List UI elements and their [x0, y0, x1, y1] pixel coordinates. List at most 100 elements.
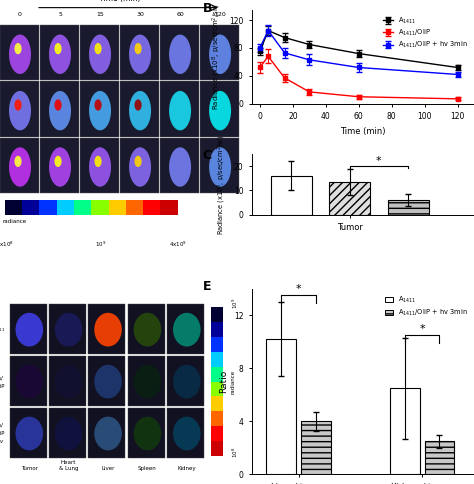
- Bar: [40, 25, 79, 80]
- Ellipse shape: [94, 156, 101, 167]
- Y-axis label: Ratio: Ratio: [219, 370, 228, 393]
- Bar: [160, 200, 178, 215]
- Bar: [390, 388, 419, 474]
- Ellipse shape: [173, 417, 201, 451]
- Text: 0: 0: [18, 12, 22, 17]
- Text: 120: 120: [214, 12, 226, 17]
- Bar: [126, 200, 143, 215]
- Ellipse shape: [55, 156, 62, 167]
- Bar: [9, 303, 46, 354]
- Ellipse shape: [173, 313, 201, 347]
- Bar: [88, 408, 125, 458]
- Bar: [167, 303, 204, 354]
- Bar: [211, 381, 223, 396]
- Ellipse shape: [55, 365, 82, 398]
- Bar: [388, 200, 428, 215]
- Bar: [0, 81, 39, 137]
- Legend: A$_{1411}$, A$_{1411}$/OliP, A$_{1411}$/OliP + hv 3min: A$_{1411}$, A$_{1411}$/OliP, A$_{1411}$/…: [380, 13, 471, 53]
- Bar: [211, 307, 223, 322]
- Text: *: *: [296, 284, 301, 294]
- Ellipse shape: [9, 91, 31, 130]
- Text: 4x10$^8$: 4x10$^8$: [0, 239, 14, 249]
- Ellipse shape: [209, 91, 231, 130]
- Bar: [160, 138, 199, 193]
- Text: Kidney: Kidney: [177, 466, 196, 470]
- Ellipse shape: [49, 147, 71, 187]
- Bar: [49, 356, 86, 406]
- Ellipse shape: [129, 147, 151, 187]
- Bar: [57, 200, 74, 215]
- Text: 60: 60: [176, 12, 184, 17]
- Bar: [266, 339, 296, 474]
- Bar: [211, 441, 223, 456]
- Ellipse shape: [55, 43, 62, 54]
- Bar: [211, 352, 223, 367]
- Bar: [0, 25, 39, 80]
- Bar: [40, 81, 79, 137]
- Text: E: E: [203, 280, 211, 293]
- Ellipse shape: [55, 99, 62, 111]
- Bar: [167, 356, 204, 406]
- Ellipse shape: [94, 417, 122, 451]
- Ellipse shape: [209, 147, 231, 187]
- Ellipse shape: [169, 34, 191, 74]
- Ellipse shape: [135, 156, 142, 167]
- Ellipse shape: [129, 34, 151, 74]
- Ellipse shape: [134, 417, 161, 451]
- Text: 4x10$^9$: 4x10$^9$: [169, 239, 187, 249]
- Bar: [128, 303, 165, 354]
- Ellipse shape: [14, 99, 22, 111]
- Bar: [329, 182, 370, 215]
- Ellipse shape: [169, 91, 191, 130]
- Ellipse shape: [94, 43, 101, 54]
- Ellipse shape: [14, 156, 22, 167]
- Ellipse shape: [173, 365, 201, 398]
- Bar: [128, 408, 165, 458]
- Legend: A$_{1411}$, A$_{1411}$/OliP + hv 3min: A$_{1411}$, A$_{1411}$/OliP + hv 3min: [382, 292, 471, 320]
- Text: A$_{1411}$: A$_{1411}$: [0, 325, 5, 334]
- Text: Heart
& Lung: Heart & Lung: [59, 460, 78, 470]
- Bar: [200, 81, 239, 137]
- Text: B: B: [203, 2, 212, 15]
- Text: Liver: Liver: [101, 466, 115, 470]
- Text: radiance: radiance: [2, 219, 27, 224]
- Ellipse shape: [9, 147, 31, 187]
- Bar: [109, 200, 126, 215]
- Bar: [91, 200, 109, 215]
- Ellipse shape: [89, 91, 111, 130]
- Text: radiance: radiance: [230, 369, 236, 393]
- Bar: [9, 408, 46, 458]
- Ellipse shape: [94, 365, 122, 398]
- Text: 15: 15: [96, 12, 104, 17]
- Bar: [301, 422, 331, 474]
- Ellipse shape: [16, 365, 43, 398]
- Y-axis label: Radiance (x10$^{8}$, p/sec/cm$^{2}$/sr): Radiance (x10$^{8}$, p/sec/cm$^{2}$/sr): [216, 134, 228, 235]
- Ellipse shape: [135, 99, 142, 111]
- Bar: [0, 138, 39, 193]
- Ellipse shape: [49, 91, 71, 130]
- Ellipse shape: [16, 417, 43, 451]
- Bar: [271, 176, 311, 215]
- Ellipse shape: [55, 313, 82, 347]
- Ellipse shape: [14, 43, 22, 54]
- Ellipse shape: [49, 34, 71, 74]
- Bar: [49, 408, 86, 458]
- Text: 5: 5: [58, 12, 62, 17]
- Bar: [120, 138, 159, 193]
- Bar: [88, 356, 125, 406]
- Bar: [120, 25, 159, 80]
- Text: 30: 30: [136, 12, 144, 17]
- Bar: [120, 81, 159, 137]
- Bar: [88, 303, 125, 354]
- Text: 10$^8$: 10$^8$: [230, 446, 240, 458]
- Bar: [143, 200, 160, 215]
- Bar: [49, 303, 86, 354]
- Bar: [74, 200, 91, 215]
- Ellipse shape: [89, 34, 111, 74]
- Ellipse shape: [9, 34, 31, 74]
- Bar: [211, 396, 223, 411]
- Text: Tumor: Tumor: [21, 466, 38, 470]
- Ellipse shape: [169, 147, 191, 187]
- Text: 10$^9$: 10$^9$: [230, 298, 240, 309]
- Ellipse shape: [129, 91, 151, 130]
